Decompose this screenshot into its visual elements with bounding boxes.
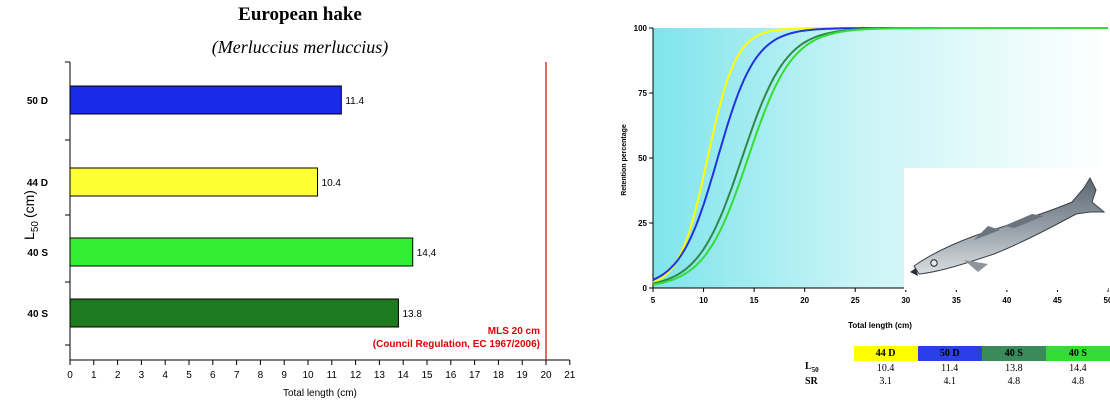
- x-tick-label: 14: [398, 370, 410, 381]
- x-tick-label: 20: [800, 296, 809, 305]
- table-cell: 3.1: [879, 376, 892, 387]
- table-row-label-sr: SR: [805, 376, 818, 387]
- hake-fish-image: [904, 168, 1108, 290]
- x-tick-label: 18: [493, 370, 505, 381]
- table-cell: 4.8: [1007, 376, 1021, 387]
- table-cell: 4.8: [1071, 376, 1085, 387]
- table-corner: [795, 346, 854, 361]
- bar: [69, 85, 342, 115]
- x-tick-label: 50: [1104, 296, 1110, 305]
- x-tick-label: 8: [258, 370, 264, 381]
- table-header-50d: 50 D: [917, 346, 982, 361]
- x-tick-label: 16: [445, 370, 457, 381]
- selectivity-table: 44 D 50 D 40 S 40 S L50 10.4 11.4 13.8 1…: [795, 346, 1110, 388]
- mls-note: (Council Regulation, EC 1967/2006): [373, 339, 540, 350]
- table-cell: 13.8: [1005, 362, 1023, 374]
- chart-title: European hake: [238, 4, 362, 25]
- bar: [69, 298, 399, 328]
- x-tick-label: 30: [901, 296, 910, 305]
- x-tick-label: 40: [1002, 296, 1011, 305]
- l50-bar-chart: 0 1 2 3 4 5 6 7 8 9 10 11 12 13 14 15 16 17 18 19 20 21Total …: [21, 61, 576, 399]
- table-cell: 4.1: [943, 376, 956, 387]
- x-tick-label: 2: [115, 370, 121, 381]
- x-tick-label: 20: [540, 370, 552, 381]
- bar: [69, 167, 319, 197]
- x-tick-label: 15: [421, 370, 433, 381]
- x-tick-label: 35: [952, 296, 961, 305]
- bar-value-label: 11.4: [345, 96, 364, 107]
- x-tick-label: 21: [564, 370, 576, 381]
- x-tick-label: 0: [67, 370, 73, 381]
- table-cell: 11.4: [941, 362, 959, 374]
- fish-illustration: [910, 176, 1106, 276]
- x-tick-label: 5: [651, 296, 656, 305]
- category-label: 44 D: [27, 178, 48, 189]
- x-tick-label: 10: [302, 370, 314, 381]
- x-tick-label: 12: [350, 370, 362, 381]
- x-tick-label: 45: [1053, 296, 1062, 305]
- retention-curve: [652, 27, 1108, 286]
- y-tick-label: 0: [643, 284, 648, 293]
- y-axis-title: L50(cm): [21, 190, 41, 240]
- x-tick-label: 1: [91, 370, 97, 381]
- x-tick-label: 13: [374, 370, 386, 381]
- x-tick-label: 25: [851, 296, 860, 305]
- x-axis-title: Total length (cm): [848, 321, 912, 330]
- bar-value-label: 10.4: [322, 178, 342, 189]
- category-label: 50 D: [27, 96, 48, 107]
- x-tick-label: 9: [281, 370, 287, 381]
- x-tick-label: 19: [517, 370, 529, 381]
- table-header-44d: 44 D: [853, 346, 918, 361]
- x-tick-label: 11: [327, 370, 338, 381]
- table-row-label-l50: L50: [805, 361, 819, 374]
- y-tick-label: 50: [638, 154, 647, 163]
- category-label: 40 S: [27, 309, 48, 320]
- x-tick-label: 7: [234, 370, 240, 381]
- bar-value-label: 13.8: [402, 309, 422, 320]
- x-tick-label: 5: [186, 370, 192, 381]
- table-cell: 10.4: [876, 362, 895, 374]
- x-tick-label: 15: [750, 296, 759, 305]
- y-axis-title: Retention percentage: [621, 124, 628, 196]
- chart-subtitle: (Merluccius merluccius): [211, 37, 389, 57]
- category-label: 40 S: [27, 248, 48, 259]
- mls-label: MLS 20 cm: [488, 326, 540, 337]
- y-tick-label: 25: [638, 219, 647, 228]
- y-tick-label: 75: [638, 89, 647, 98]
- x-tick-label: 17: [469, 370, 481, 381]
- x-tick-label: 10: [699, 296, 708, 305]
- x-tick-label: 3: [139, 370, 145, 381]
- table-header-40s-light: 40 S: [1045, 346, 1110, 361]
- y-tick-label: 100: [634, 24, 648, 33]
- table-header-40s-dark: 40 S: [981, 346, 1046, 361]
- x-tick-label: 4: [162, 370, 168, 381]
- x-axis-title: Total length (cm): [283, 388, 357, 399]
- table-cell: 14.4: [1069, 362, 1087, 374]
- x-tick-label: 6: [210, 370, 216, 381]
- bar-value-label: 14,4: [417, 248, 437, 259]
- bar: [69, 237, 414, 267]
